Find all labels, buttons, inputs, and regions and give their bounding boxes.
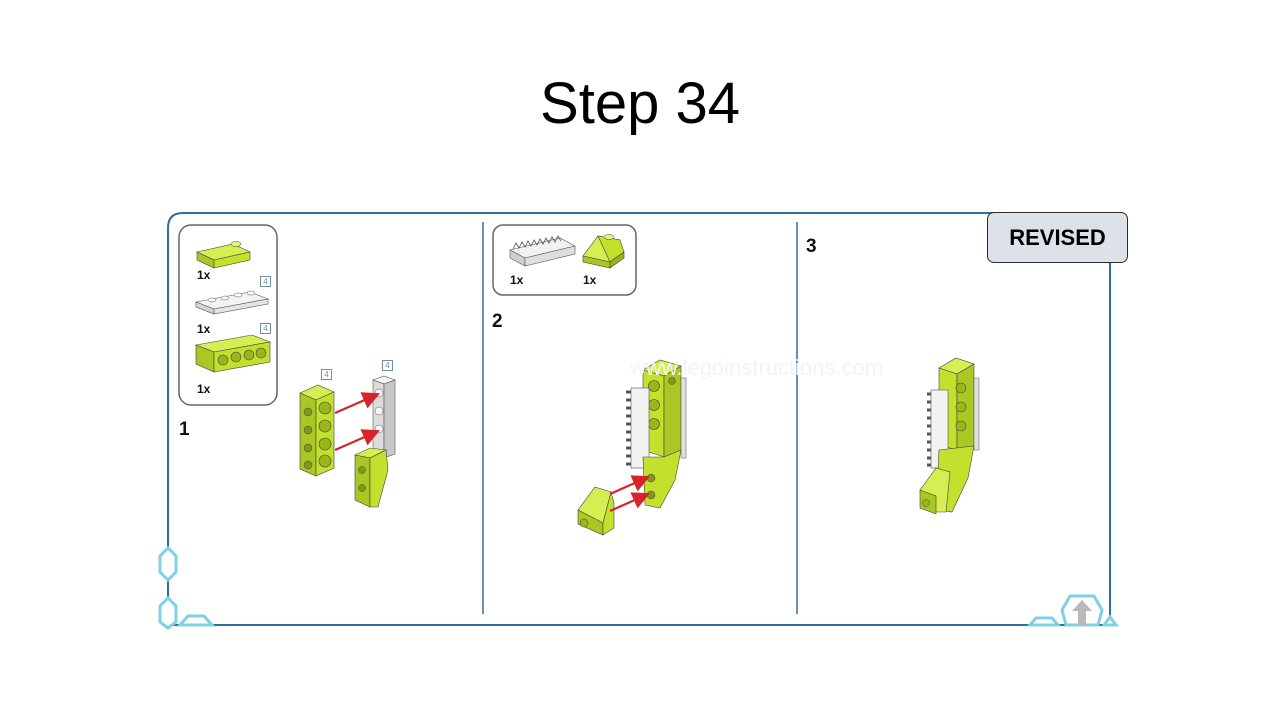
- step2-number: 2: [492, 311, 503, 332]
- step1-part-lime-technic: [194, 334, 272, 373]
- size-tag-plate: 4: [260, 276, 271, 287]
- step1-lime-slope-brick: [354, 447, 389, 508]
- step1-qty-slope: 1x: [197, 268, 211, 282]
- step1-number: 1: [179, 419, 190, 440]
- step2-part-white-rack: [509, 235, 576, 267]
- step2-qty-slope: 1x: [583, 273, 597, 287]
- step2-arrow-top: [609, 475, 651, 496]
- up-arrow-icon: [1072, 600, 1092, 625]
- step3-assembly: [919, 357, 980, 515]
- step1-arrow-bottom: [334, 429, 381, 452]
- step1-arrow-top: [334, 392, 381, 415]
- step2-assembly: [577, 359, 687, 536]
- step1-part-lime-slope: [196, 241, 251, 269]
- step3-number: 3: [806, 236, 817, 257]
- step1-qty-plate: 1x: [197, 322, 211, 336]
- step1-white-plate: [372, 375, 396, 459]
- size-tag-assembly-technic: 4: [321, 369, 332, 380]
- size-tag-technic: 4: [260, 323, 271, 334]
- watermark: www.legoinstructions.com: [630, 355, 884, 380]
- step1-lime-technic-brick: [299, 384, 335, 477]
- step2-part-lime-slope: [582, 234, 625, 269]
- slide-title: Step 34: [540, 71, 740, 136]
- step1-qty-technic: 1x: [197, 382, 211, 396]
- hexagon-nav-icon: [158, 545, 1119, 630]
- step1-part-white-plate: [194, 290, 270, 315]
- step2-qty-rack: 1x: [510, 273, 524, 287]
- revised-badge: REVISED: [987, 212, 1128, 263]
- panel-frame: [167, 212, 1111, 626]
- size-tag-assembly-plate: 4: [382, 360, 393, 371]
- step2-arrow-bottom: [609, 492, 651, 513]
